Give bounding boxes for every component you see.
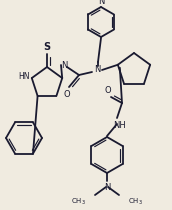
Text: O: O: [105, 86, 111, 95]
Text: CH$_3$: CH$_3$: [71, 197, 86, 207]
Text: S: S: [44, 42, 51, 52]
Text: HN: HN: [18, 72, 30, 81]
Text: N: N: [104, 183, 110, 192]
Text: O: O: [64, 90, 70, 99]
Text: N: N: [61, 60, 67, 70]
Text: CH$_3$: CH$_3$: [128, 197, 143, 207]
Text: N: N: [94, 66, 100, 75]
Text: NH: NH: [113, 121, 125, 130]
Text: N: N: [98, 0, 104, 6]
